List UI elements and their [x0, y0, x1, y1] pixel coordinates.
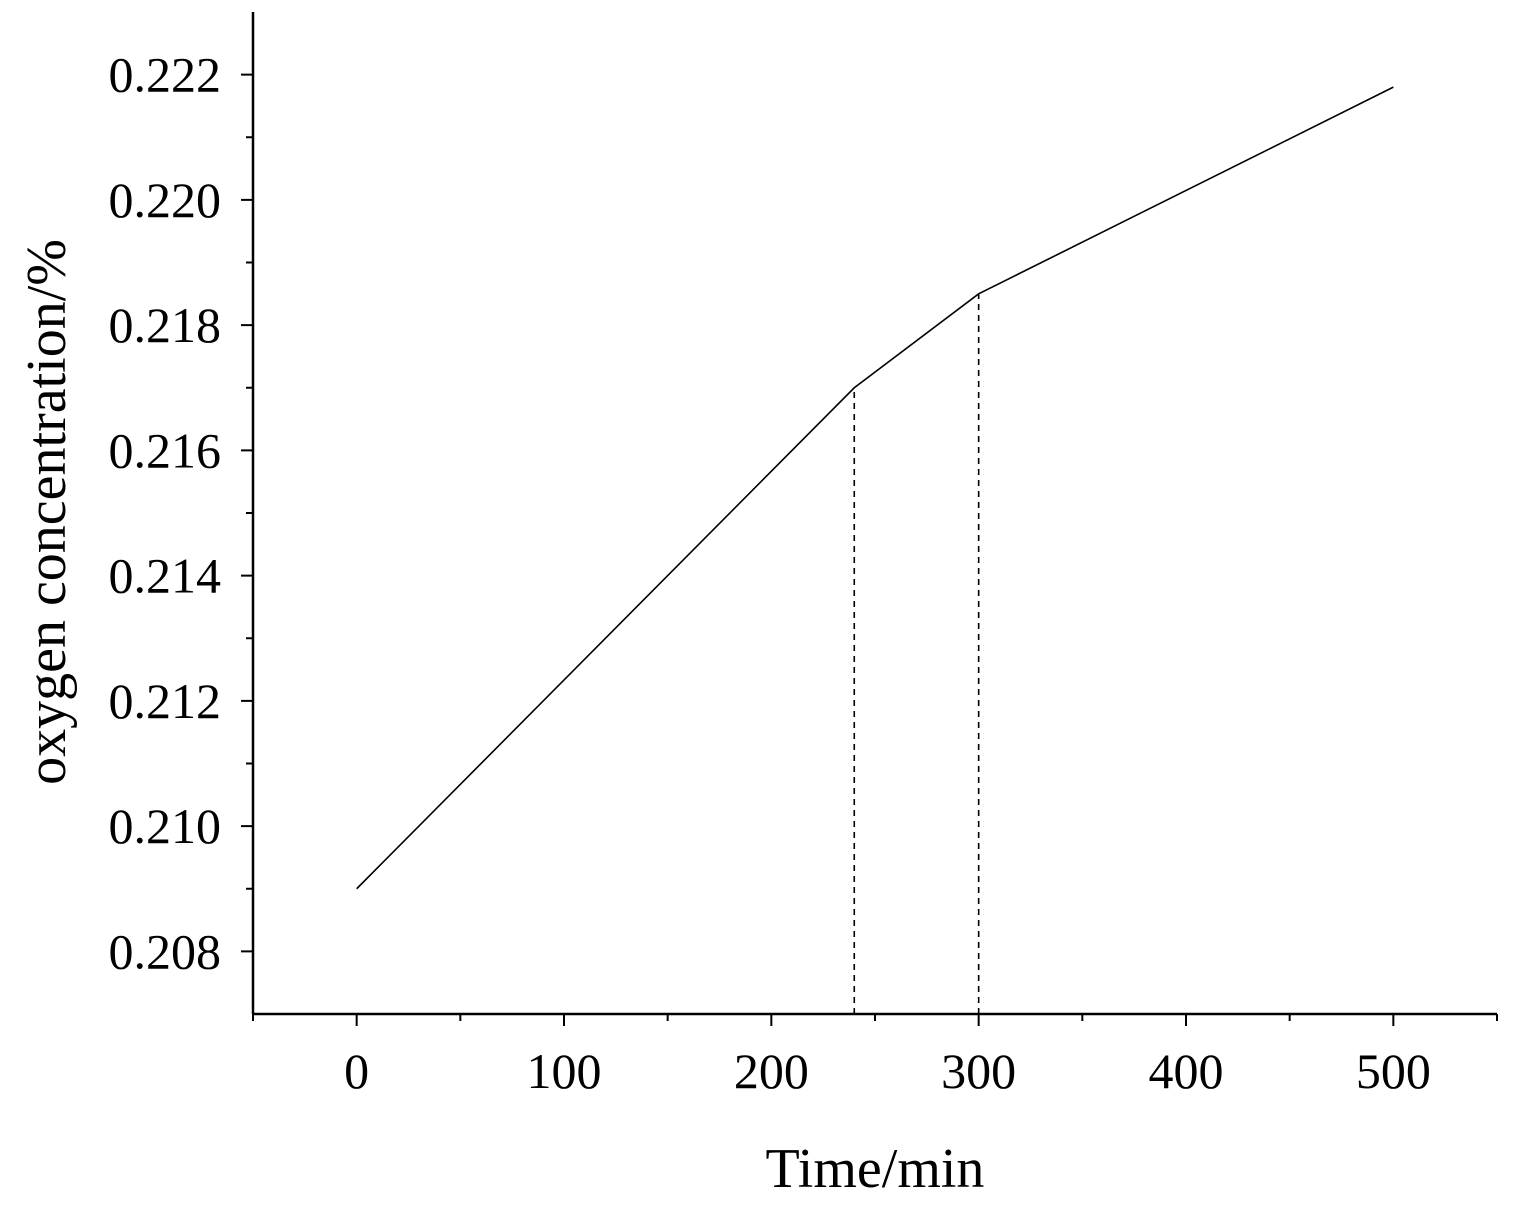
x-tick-label: 400 [1149, 1043, 1224, 1099]
x-tick-label: 0 [344, 1043, 369, 1099]
x-tick-label: 500 [1356, 1043, 1431, 1099]
y-tick-label: 0.222 [109, 47, 222, 103]
x-axis-title: Time/min [766, 1138, 985, 1200]
y-tick-label: 0.210 [109, 798, 222, 854]
x-tick-label: 100 [527, 1043, 602, 1099]
series-line [356, 86, 1394, 890]
x-tick-label: 200 [734, 1043, 809, 1099]
plot-marks [356, 86, 1394, 1014]
x-tick-label: 300 [941, 1043, 1016, 1099]
axes: 0 100 200 300 400 500 0.208 0.210 0.212 0.214 0.21… [109, 12, 1498, 1099]
y-tick-label: 0.212 [109, 673, 222, 729]
y-tick-label: 0.220 [109, 172, 222, 228]
y-tick-label: 0.208 [109, 923, 222, 979]
y-tick-label: 0.218 [109, 297, 222, 353]
y-tick-label: 0.216 [109, 422, 222, 478]
y-axis-title: oxygen concentration/% [16, 239, 78, 785]
y-tick-label: 0.214 [109, 548, 222, 604]
